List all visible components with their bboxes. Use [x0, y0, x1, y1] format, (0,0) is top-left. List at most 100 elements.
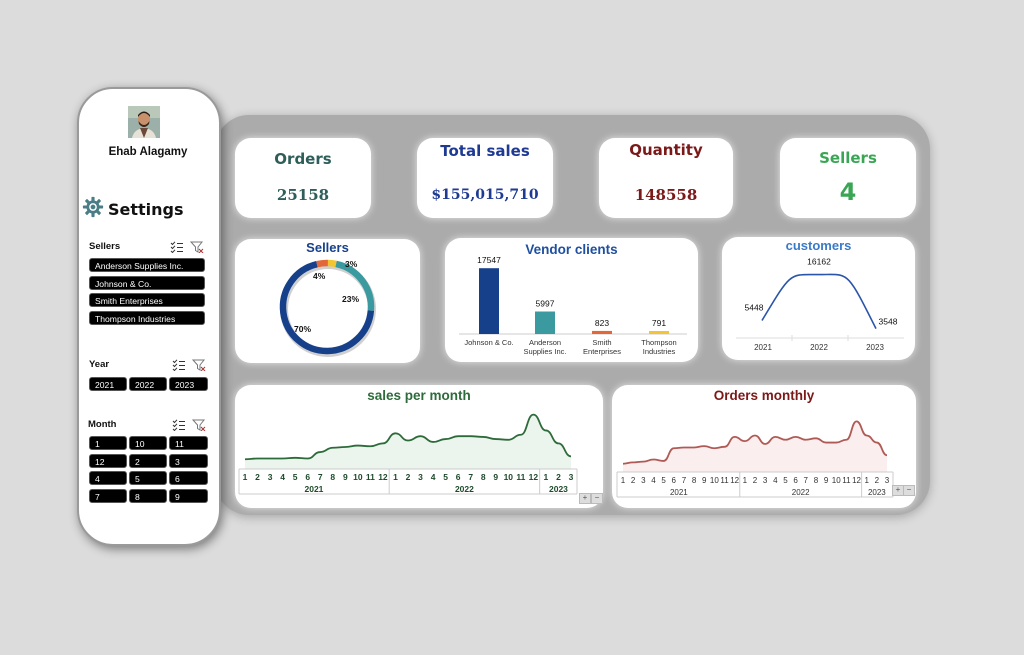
sellers-donut-chart: 3% 4% 23% 70% — [279, 259, 376, 357]
month-tick-label: 4 — [431, 472, 436, 482]
month-tick-label: 5 — [293, 472, 298, 482]
year-slicer-title: Year — [89, 359, 110, 370]
month-tick-label: 2 — [875, 476, 880, 485]
slicer-item-johnson[interactable]: Johnson & Co. — [89, 276, 205, 290]
chart-title: customers — [785, 238, 852, 253]
kpi-label: Quantity — [629, 141, 703, 159]
clear-filter-icon[interactable] — [191, 418, 206, 436]
month-tick-label: 6 — [305, 472, 310, 482]
slicer-year-2022[interactable]: 2022 — [129, 377, 167, 391]
slicer-month[interactable]: 6 — [169, 471, 208, 485]
slicer-year-2021[interactable]: 2021 — [89, 377, 127, 391]
area-fill — [245, 414, 571, 469]
month-slicer-title: Month — [88, 419, 117, 430]
kpi-value: $155,015,710 — [431, 187, 539, 203]
month-tick-label: 2 — [406, 472, 411, 482]
sellers-slicer-title: Sellers — [89, 241, 121, 252]
slicer-month[interactable]: 8 — [129, 489, 167, 503]
year-tick-label: 2022 — [792, 488, 810, 497]
bar-category-label: Anderson Supplies Inc. — [524, 338, 567, 356]
vendor-clients-chart: 17547 Johnson & Co. 5997 Anderson Supplies I… — [459, 255, 687, 356]
series-line — [622, 420, 888, 465]
month-tick-label: 10 — [832, 476, 841, 485]
collapse-button[interactable]: − — [903, 485, 915, 496]
month-tick-label: 11 — [720, 476, 729, 485]
bar-value-label: 823 — [595, 318, 609, 328]
month-tick-label: 1 — [621, 476, 626, 485]
month-tick-label: 3 — [268, 472, 273, 482]
month-tick-label: 6 — [793, 476, 798, 485]
kpi-value: 4 — [839, 178, 857, 206]
bar — [649, 331, 669, 334]
kpi-card-total-sales: Total sales $155,015,710 — [417, 138, 553, 218]
bar-category-label: Smith Enterprises — [583, 338, 621, 356]
slicer-month[interactable]: 3 — [169, 454, 208, 468]
month-tick-label: 10 — [353, 472, 363, 482]
customers-card: customers 5448 16162 3548 2021 2022 2023 — [722, 237, 915, 360]
clear-filter-icon[interactable] — [191, 358, 206, 376]
kpi-label: Sellers — [819, 149, 877, 167]
month-tick-label: 2 — [753, 476, 758, 485]
donut-slice — [327, 259, 337, 268]
donut-label: 23% — [342, 294, 359, 304]
slicer-month[interactable]: 11 — [169, 436, 208, 450]
donut-label: 70% — [294, 324, 311, 334]
bar-category-label: Johnson & Co. — [464, 338, 513, 347]
kpi-card-sellers: Sellers 4 — [780, 138, 916, 218]
slicer-item-anderson[interactable]: Anderson Supplies Inc. — [89, 258, 205, 272]
year-tick-label: 2021 — [305, 484, 324, 494]
month-tick-label: 8 — [330, 472, 335, 482]
month-tick-label: 5 — [443, 472, 448, 482]
donut-label: 4% — [313, 271, 326, 281]
month-tick-label: 1 — [393, 472, 398, 482]
expand-button[interactable]: + — [579, 493, 591, 504]
customers-line — [761, 273, 877, 330]
year-tick-label: 2023 — [868, 488, 886, 497]
donut-slice — [316, 259, 328, 268]
month-tick-label: 5 — [783, 476, 788, 485]
data-label: 16162 — [807, 257, 831, 267]
series-line — [244, 413, 572, 461]
clear-filter-icon[interactable] — [189, 240, 204, 258]
multi-select-icon[interactable] — [170, 240, 184, 258]
month-tick-label: 2 — [556, 472, 561, 482]
slicer-month[interactable]: 12 — [89, 454, 127, 468]
user-avatar[interactable] — [128, 106, 160, 138]
collapse-button[interactable]: − — [591, 493, 603, 504]
slicer-month[interactable]: 7 — [89, 489, 127, 503]
month-tick-label: 4 — [280, 472, 285, 482]
month-tick-label: 4 — [651, 476, 656, 485]
month-tick-label: 1 — [743, 476, 748, 485]
slicer-month[interactable]: 10 — [129, 436, 167, 450]
settings-header[interactable]: Settings — [82, 196, 184, 223]
bar — [592, 330, 612, 334]
slicer-month[interactable]: 2 — [129, 454, 167, 468]
multi-select-icon[interactable] — [172, 418, 186, 436]
kpi-label: Orders — [274, 150, 332, 168]
bar-value-label: 791 — [652, 318, 666, 328]
slicer-month[interactable]: 1 — [89, 436, 127, 450]
month-tick-label: 8 — [692, 476, 697, 485]
user-name: Ehab Alagamy — [108, 146, 188, 158]
chart-title: sales per month — [367, 388, 471, 403]
bar-category-label: Thompson Industries — [641, 338, 676, 356]
area-fill — [623, 421, 887, 472]
x-tick-label: 2023 — [866, 343, 884, 352]
slicer-item-thompson[interactable]: Thompson Industries — [89, 311, 205, 325]
month-tick-label: 9 — [493, 472, 498, 482]
donut-label: 3% — [345, 259, 358, 269]
month-tick-label: 12 — [529, 472, 539, 482]
sales-per-month-card: sales per month 1 2 3 4 5 6 7 8 9 10 11 12 1 2 3 4 5 6 7 8 9… — [235, 385, 603, 508]
kpi-card-quantity: Quantity 148558 — [599, 138, 733, 218]
slicer-month[interactable]: 9 — [169, 489, 208, 503]
month-tick-label: 3 — [418, 472, 423, 482]
slicer-year-2023[interactable]: 2023 — [169, 377, 208, 391]
slicer-month[interactable]: 4 — [89, 471, 127, 485]
month-tick-label: 1 — [864, 476, 869, 485]
slicer-item-smith[interactable]: Smith Enterprises — [89, 293, 205, 307]
slicer-month[interactable]: 5 — [129, 471, 167, 485]
donut-slice — [335, 260, 375, 311]
month-tick-label: 9 — [343, 472, 348, 482]
month-tick-label: 7 — [318, 472, 323, 482]
multi-select-icon[interactable] — [172, 358, 186, 376]
